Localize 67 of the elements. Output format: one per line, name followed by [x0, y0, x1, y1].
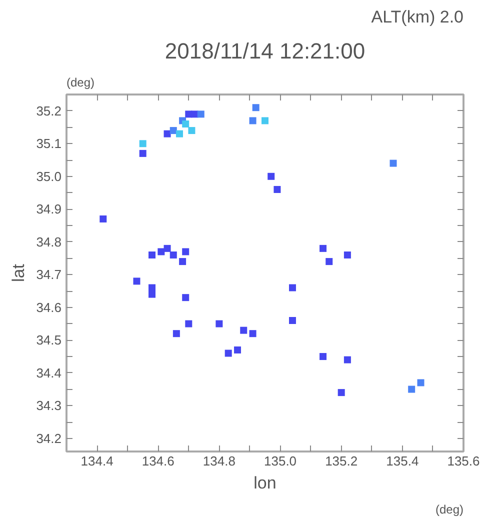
- x-tick-label: 134.4: [80, 454, 114, 468]
- point: [182, 248, 190, 256]
- x-tick-label: 134.6: [142, 454, 174, 468]
- x-tick-label: 135.4: [386, 454, 419, 468]
- y-tick-label: 34.6: [36, 300, 62, 315]
- point: [249, 117, 256, 124]
- point: [274, 186, 281, 193]
- x-tick-label: 135.2: [325, 454, 358, 468]
- point: [390, 160, 397, 167]
- point: [172, 330, 180, 338]
- x-tick-label: 135.6: [447, 454, 480, 468]
- point: [185, 110, 192, 118]
- y-tick-label: 34.2: [36, 430, 62, 446]
- y-tick-label: 34.5: [36, 332, 62, 348]
- point: [133, 278, 140, 285]
- point: [417, 379, 424, 386]
- point: [179, 258, 186, 266]
- point: [182, 120, 190, 128]
- y-tick-label: 34.4: [36, 365, 62, 380]
- point: [249, 330, 256, 338]
- point: [185, 320, 192, 328]
- chart-title: 2018/11/14 12:21:00: [164, 38, 366, 64]
- point: [148, 284, 156, 292]
- y-tick-label: 34.3: [36, 398, 62, 414]
- y-tick-label: 34.8: [36, 234, 62, 250]
- x-tick-label: 135.0: [264, 454, 297, 468]
- point: [148, 251, 156, 258]
- point: [224, 350, 232, 357]
- point: [158, 248, 165, 256]
- y-tick-label: 35.2: [36, 103, 62, 118]
- point: [139, 150, 146, 157]
- point: [148, 290, 156, 298]
- point: [288, 316, 296, 324]
- y-tick-label: 35.1: [36, 136, 62, 152]
- point: [100, 215, 107, 222]
- point: [139, 140, 146, 148]
- point: [320, 353, 327, 360]
- point: [240, 326, 248, 334]
- point: [164, 244, 171, 252]
- point: [288, 284, 296, 292]
- text: (deg): [435, 502, 464, 516]
- y-tick-label: 35.0: [36, 168, 62, 184]
- point: [188, 127, 196, 134]
- point: [268, 172, 275, 180]
- point: [262, 117, 268, 124]
- point: [176, 130, 183, 138]
- point: [170, 251, 177, 258]
- point: [408, 386, 416, 393]
- y-tick-label: 34.9: [36, 202, 62, 217]
- point: [338, 389, 345, 396]
- point: [320, 244, 327, 252]
- point: [344, 356, 351, 364]
- y-tick-label: 34.7: [36, 267, 62, 282]
- point: [252, 104, 260, 112]
- x-tick-label: 134.8: [202, 454, 236, 468]
- text: (deg): [66, 76, 95, 90]
- point: [170, 127, 177, 134]
- point: [326, 258, 333, 266]
- point: [216, 320, 223, 328]
- point: [344, 251, 351, 258]
- y-axis-title: lat: [9, 264, 28, 282]
- x-axis-title: lon: [254, 474, 276, 492]
- point: [164, 130, 171, 138]
- point: [182, 294, 190, 302]
- point: [234, 346, 242, 354]
- chart-subtitle: ALT(km) 2.0: [371, 8, 464, 26]
- point: [197, 110, 204, 118]
